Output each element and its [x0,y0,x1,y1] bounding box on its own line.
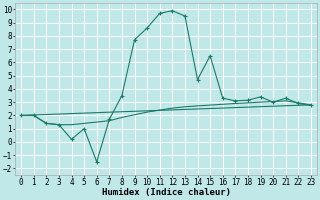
X-axis label: Humidex (Indice chaleur): Humidex (Indice chaleur) [101,188,230,197]
